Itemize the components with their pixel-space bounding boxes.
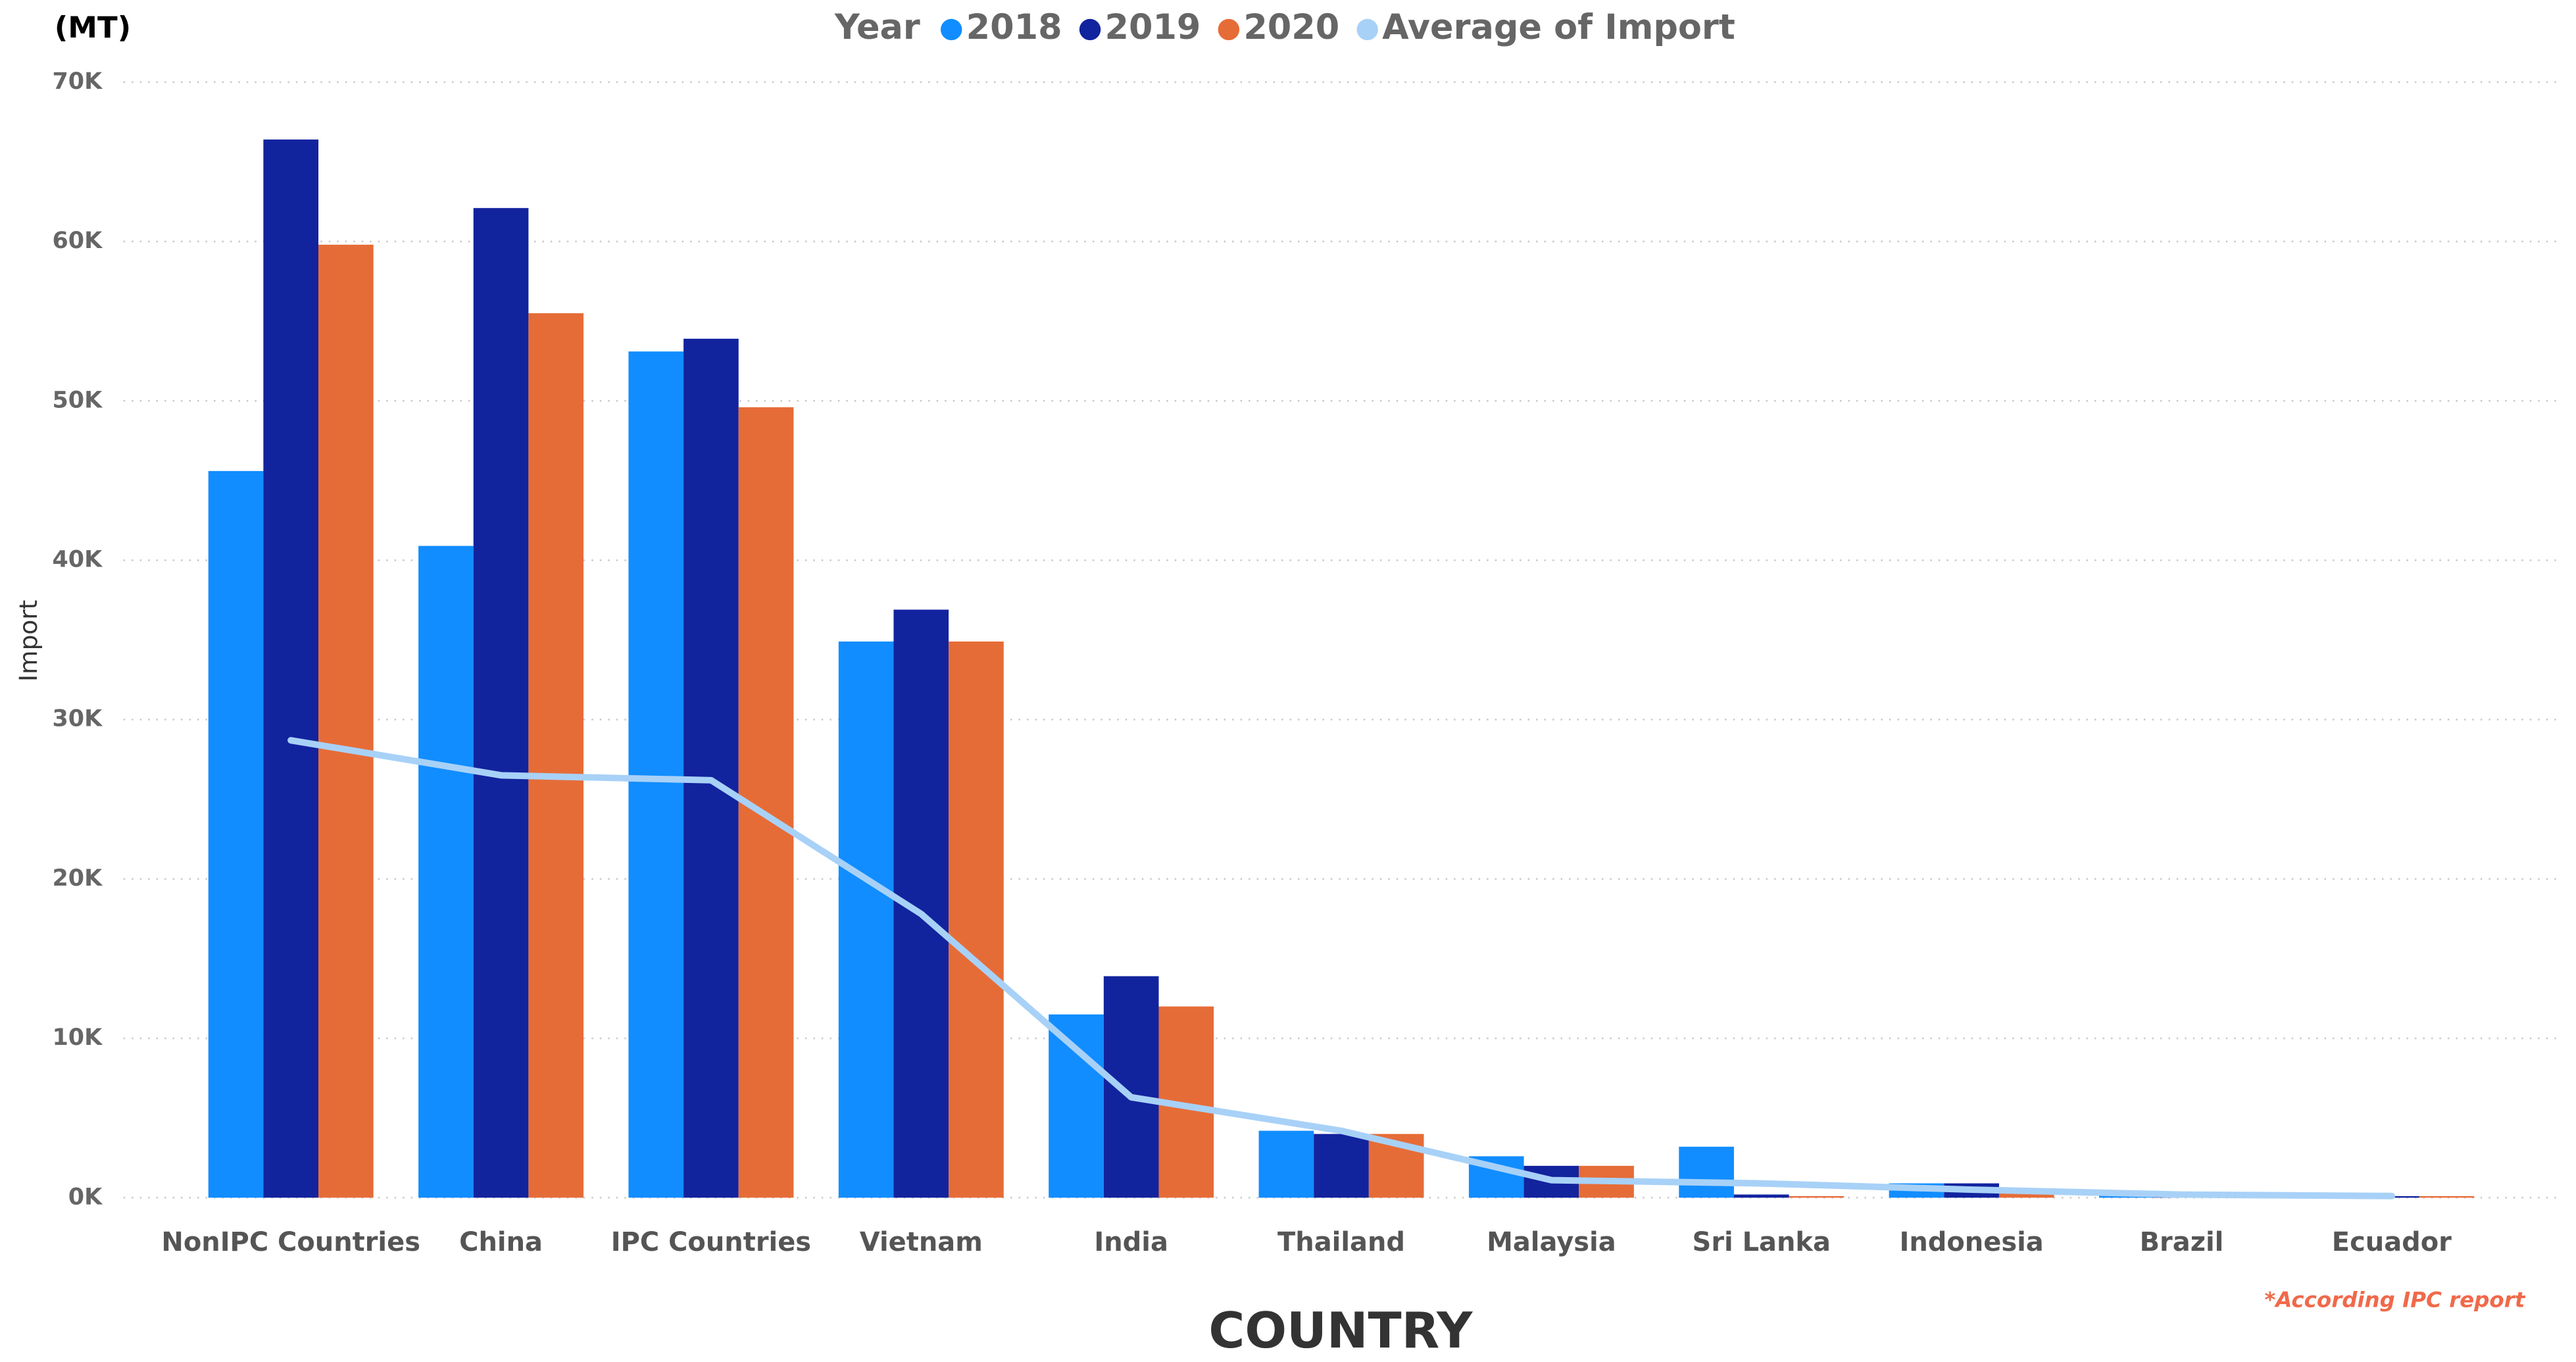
legend-label: 2019 [1105, 7, 1201, 47]
legend-marker [1218, 18, 1240, 41]
bar [628, 351, 684, 1198]
x-tick-label: Malaysia [1487, 1227, 1616, 1257]
y-tick-label: 40K [52, 546, 103, 572]
x-axis-title: COUNTRY [1208, 1301, 1473, 1359]
bar [528, 313, 584, 1198]
y-tick-label: 70K [52, 68, 103, 95]
bar [1103, 976, 1159, 1198]
x-tick-label: NonIPC Countries [161, 1227, 420, 1257]
x-tick-label: Ecuador [2332, 1227, 2452, 1257]
y-tick-label: 30K [52, 706, 103, 732]
bar [318, 244, 374, 1198]
bar [1733, 1194, 1789, 1198]
bar [1998, 1191, 2054, 1198]
bar [683, 338, 739, 1198]
y-tick-label: 50K [52, 387, 103, 413]
x-tick-label: Indonesia [1899, 1227, 2043, 1257]
y-axis-title: Import [14, 600, 43, 682]
bar [1679, 1146, 1734, 1198]
legend-title: Year [834, 7, 920, 47]
bar [1258, 1130, 1314, 1198]
x-tick-label: IPC Countries [611, 1227, 811, 1257]
x-tick-label: Sri Lanka [1693, 1227, 1831, 1257]
bar [1789, 1196, 1845, 1198]
y-tick-label: 0K [68, 1184, 103, 1210]
x-tick-label: Brazil [2140, 1227, 2224, 1257]
bar [1049, 1014, 1104, 1198]
y-tick-label: 20K [52, 865, 103, 892]
bar [208, 470, 264, 1198]
bar [473, 208, 529, 1198]
x-tick-label: China [459, 1227, 543, 1257]
unit-label: (MT) [55, 10, 131, 45]
bar [838, 641, 894, 1198]
bar [263, 139, 319, 1198]
x-tick-label: Vietnam [860, 1227, 983, 1257]
bar [418, 545, 474, 1198]
y-tick-label: 10K [52, 1024, 103, 1051]
legend-marker [940, 18, 962, 41]
bar [2419, 1196, 2475, 1198]
note: *According IPC report [2264, 1288, 2525, 1313]
legend-label: Average of Import [1382, 7, 1735, 47]
bar [1314, 1134, 1369, 1198]
x-tick-label: Thailand [1277, 1227, 1405, 1257]
y-tick-label: 60K [52, 228, 103, 254]
legend-marker [1079, 18, 1101, 41]
legend-label: 2020 [1243, 7, 1339, 47]
x-tick-label: India [1094, 1227, 1168, 1257]
bar [949, 641, 1004, 1198]
line [287, 737, 2395, 1199]
legend-marker [1356, 18, 1378, 41]
legend-label: 2018 [966, 7, 1062, 47]
